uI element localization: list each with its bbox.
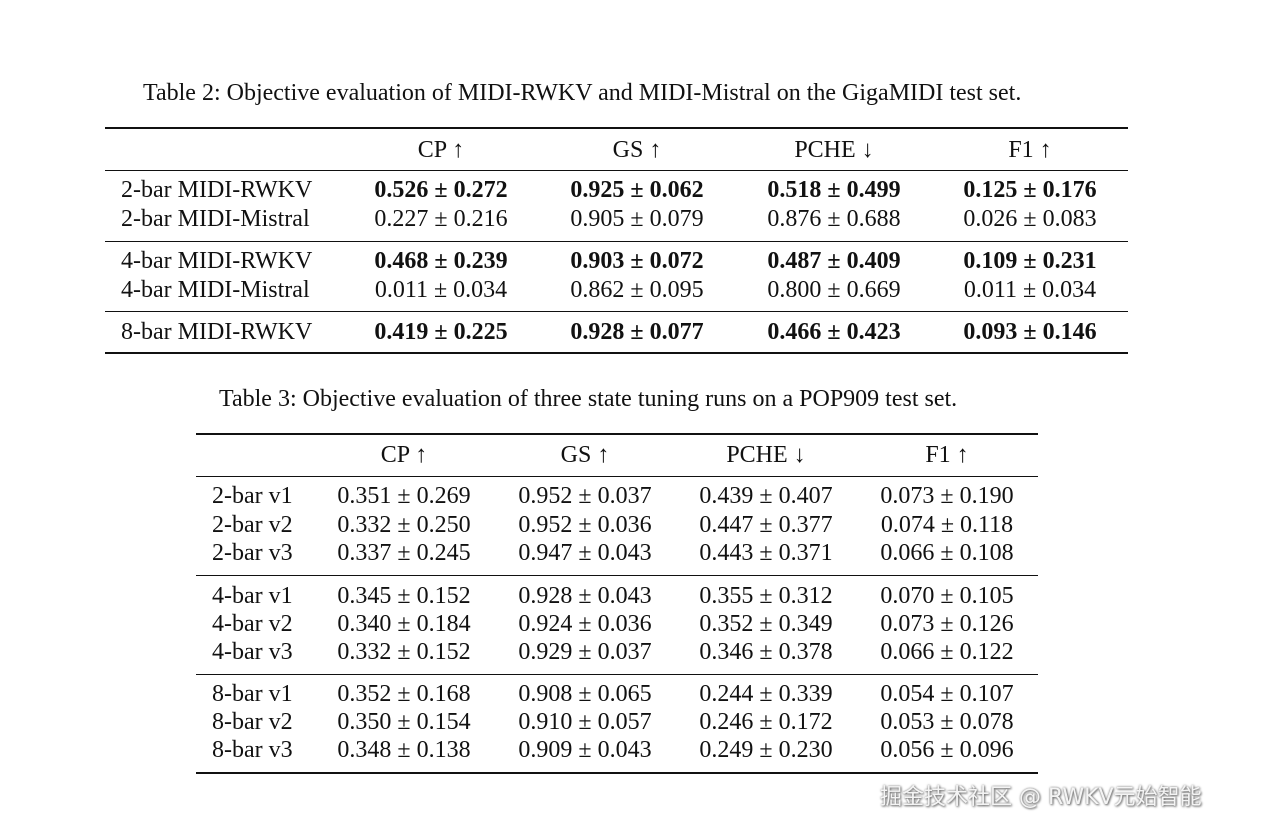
column-header: CP ↑ — [417, 137, 465, 163]
row-label: 8-bar v3 — [212, 737, 293, 763]
table-cell: 0.093 ± 0.146 — [963, 319, 1097, 345]
table-cell: 0.929 ± 0.037 — [518, 639, 652, 665]
table-cell: 0.800 ± 0.669 — [767, 277, 901, 303]
row-label: 4-bar v1 — [212, 583, 293, 609]
table-cell: 0.053 ± 0.078 — [880, 709, 1014, 735]
table-cell: 0.066 ± 0.122 — [880, 639, 1014, 665]
table-cell: 0.350 ± 0.154 — [337, 709, 471, 735]
column-header: PCHE ↓ — [726, 442, 806, 468]
table-cell: 0.345 ± 0.152 — [337, 583, 471, 609]
table-cell: 0.346 ± 0.378 — [699, 639, 833, 665]
table-cell: 0.903 ± 0.072 — [570, 248, 704, 274]
group-rule — [196, 575, 1038, 576]
watermark: 掘金技术社区 @ RWKV元始智能 — [880, 785, 1202, 810]
row-label: 2-bar MIDI-RWKV — [121, 177, 313, 203]
table3-caption: Table 3: Objective evaluation of three s… — [219, 386, 958, 412]
table-cell: 0.066 ± 0.108 — [880, 540, 1014, 566]
table-cell: 0.952 ± 0.036 — [518, 512, 652, 538]
table-cell: 0.332 ± 0.250 — [337, 512, 471, 538]
table-cell: 0.109 ± 0.231 — [963, 248, 1097, 274]
row-label: 4-bar MIDI-Mistral — [121, 277, 310, 303]
row-label: 2-bar v3 — [212, 540, 293, 566]
table-cell: 0.905 ± 0.079 — [570, 206, 704, 232]
table-cell: 0.011 ± 0.034 — [963, 277, 1097, 303]
table-cell: 0.466 ± 0.423 — [767, 319, 901, 345]
row-label: 8-bar v1 — [212, 681, 293, 707]
table-cell: 0.526 ± 0.272 — [374, 177, 508, 203]
table-cell: 0.487 ± 0.409 — [767, 248, 901, 274]
table-cell: 0.073 ± 0.126 — [880, 611, 1014, 637]
table-cell: 0.244 ± 0.339 — [699, 681, 833, 707]
bottom-rule — [196, 772, 1038, 774]
column-header: GS ↑ — [560, 442, 610, 468]
table-cell: 0.952 ± 0.037 — [518, 483, 652, 509]
header-rule — [105, 170, 1128, 171]
row-label: 8-bar v2 — [212, 709, 293, 735]
top-rule — [105, 127, 1128, 129]
table-cell: 0.947 ± 0.043 — [518, 540, 652, 566]
bottom-rule — [105, 352, 1128, 354]
table-cell: 0.924 ± 0.036 — [518, 611, 652, 637]
row-label: 8-bar MIDI-RWKV — [121, 319, 313, 345]
row-label: 2-bar MIDI-Mistral — [121, 206, 310, 232]
table-cell: 0.249 ± 0.230 — [699, 737, 833, 763]
table-cell: 0.348 ± 0.138 — [337, 737, 471, 763]
table-cell: 0.447 ± 0.377 — [699, 512, 833, 538]
table-cell: 0.876 ± 0.688 — [767, 206, 901, 232]
table-cell: 0.928 ± 0.043 — [518, 583, 652, 609]
table-cell: 0.026 ± 0.083 — [963, 206, 1097, 232]
table-cell: 0.443 ± 0.371 — [699, 540, 833, 566]
table-cell: 0.352 ± 0.168 — [337, 681, 471, 707]
table2-caption: Table 2: Objective evaluation of MIDI-RW… — [143, 80, 1022, 106]
table-cell: 0.070 ± 0.105 — [880, 583, 1014, 609]
table-cell: 0.862 ± 0.095 — [570, 277, 704, 303]
table-cell: 0.332 ± 0.152 — [337, 639, 471, 665]
table-cell: 0.419 ± 0.225 — [374, 319, 508, 345]
table-cell: 0.073 ± 0.190 — [880, 483, 1014, 509]
top-rule — [196, 433, 1038, 435]
table-cell: 0.246 ± 0.172 — [699, 709, 833, 735]
column-header: F1 ↑ — [1008, 137, 1052, 163]
table-cell: 0.908 ± 0.065 — [518, 681, 652, 707]
column-header: F1 ↑ — [925, 442, 969, 468]
table-cell: 0.340 ± 0.184 — [337, 611, 471, 637]
table-cell: 0.439 ± 0.407 — [699, 483, 833, 509]
table-cell: 0.054 ± 0.107 — [880, 681, 1014, 707]
table-cell: 0.352 ± 0.349 — [699, 611, 833, 637]
column-header: GS ↑ — [612, 137, 662, 163]
group-rule — [196, 674, 1038, 675]
group-rule — [105, 241, 1128, 242]
table-cell: 0.910 ± 0.057 — [518, 709, 652, 735]
table-cell: 0.125 ± 0.176 — [963, 177, 1097, 203]
table-cell: 0.909 ± 0.043 — [518, 737, 652, 763]
table-cell: 0.518 ± 0.499 — [767, 177, 901, 203]
table-cell: 0.337 ± 0.245 — [337, 540, 471, 566]
table-cell: 0.925 ± 0.062 — [570, 177, 704, 203]
table-cell: 0.074 ± 0.118 — [880, 512, 1014, 538]
row-label: 4-bar v2 — [212, 611, 293, 637]
table-cell: 0.468 ± 0.239 — [374, 248, 508, 274]
table-cell: 0.928 ± 0.077 — [570, 319, 704, 345]
table-cell: 0.355 ± 0.312 — [699, 583, 833, 609]
header-rule — [196, 476, 1038, 477]
row-label: 2-bar v1 — [212, 483, 293, 509]
table-cell: 0.056 ± 0.096 — [880, 737, 1014, 763]
table-cell: 0.011 ± 0.034 — [374, 277, 508, 303]
table-cell: 0.351 ± 0.269 — [337, 483, 471, 509]
column-header: CP ↑ — [380, 442, 428, 468]
table-cell: 0.227 ± 0.216 — [374, 206, 508, 232]
row-label: 2-bar v2 — [212, 512, 293, 538]
row-label: 4-bar MIDI-RWKV — [121, 248, 313, 274]
column-header: PCHE ↓ — [794, 137, 874, 163]
row-label: 4-bar v3 — [212, 639, 293, 665]
group-rule — [105, 311, 1128, 312]
